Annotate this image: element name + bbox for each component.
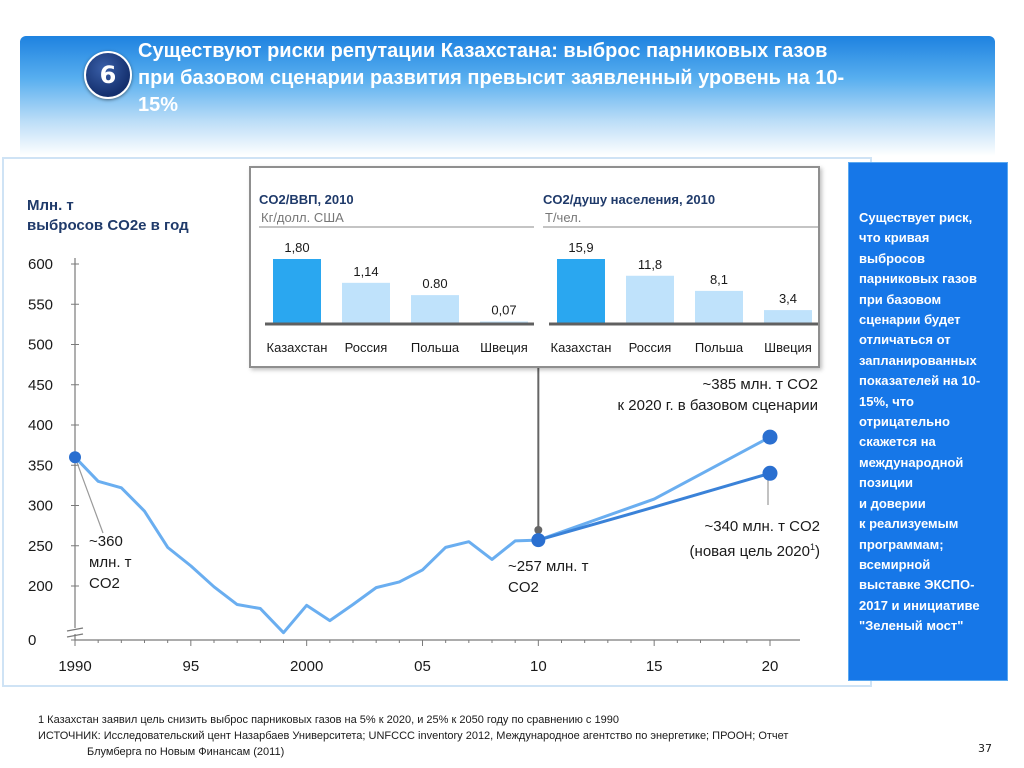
inset-bar-value-1: 1,80 xyxy=(284,240,309,255)
inset-chart-unit-2: Т/чел. xyxy=(545,210,581,225)
y-axis-label-line1: Млн. т xyxy=(27,197,74,214)
point-target-2020 xyxy=(762,465,778,481)
sidebar-text: Существует риск, что кривая выбросов пар… xyxy=(859,210,981,634)
inset-chart-unit-1: Кг/долл. США xyxy=(261,210,344,225)
inset-bar-1 xyxy=(273,259,321,324)
annotation-1990: ~360 млн. т CO2 xyxy=(89,533,132,592)
risk-sidebar: Существует риск, что кривая выбросов пар… xyxy=(848,162,1008,681)
y-tick-label: 300 xyxy=(28,498,53,515)
footnote-source: ИСТОЧНИК: Исследовательский цент Назарба… xyxy=(38,730,789,742)
y-tick-label: 400 xyxy=(28,417,53,434)
slide-title: Существуют риски репутации Казахстана: в… xyxy=(138,40,845,116)
x-tick-label: 20 xyxy=(762,658,779,675)
inset-bar-value-1: 0,07 xyxy=(491,302,516,317)
inset-bar-2 xyxy=(557,259,605,324)
x-tick-label: 10 xyxy=(530,658,547,675)
y-tick-label: 500 xyxy=(28,337,53,354)
point-base-2020 xyxy=(762,429,778,445)
inset-category-label-2: Швеция xyxy=(764,340,812,355)
y-axis-break-mark xyxy=(66,627,84,632)
annotation-target-text: ~340 млн. т CO2 (новая цель 2020 xyxy=(689,518,820,560)
y-axis-break-mark xyxy=(66,633,84,638)
annotation-1990-leader xyxy=(74,456,104,534)
inset-bar-value-2: 3,4 xyxy=(779,291,797,306)
y-axis-label-line2: выбросов CO2е в год xyxy=(27,217,189,234)
annotation-target-end: ) xyxy=(815,543,820,560)
footnote-source-cont: Блумберга по Новым Финансам (2011) xyxy=(87,746,285,758)
inset-connector-dot xyxy=(534,526,543,534)
comparison-bar-charts: CO2/ВВП, 2010 Кг/долл. США 1,80 Казахстан 1,… xyxy=(259,192,818,355)
inset-category-label-2: Польша xyxy=(695,340,744,355)
inset-bar-2 xyxy=(695,290,743,324)
inset-bar-value-1: 0.80 xyxy=(422,276,447,291)
inset-category-label-1: Швеция xyxy=(480,340,528,355)
slide-number-badge: 6 xyxy=(84,51,132,99)
footnote-line1: 1 Казахстан заявил цель снизить выброс п… xyxy=(38,714,619,726)
y-tick-label: 550 xyxy=(28,296,53,313)
y-tick-label: 450 xyxy=(28,377,53,394)
y-tick-label: 200 xyxy=(28,578,53,595)
page-number: 37 xyxy=(978,742,992,755)
x-tick-label: 2000 xyxy=(290,658,323,675)
annotation-target-2020: ~340 млн. т CO2 (новая цель 20201) xyxy=(600,516,820,562)
point-2010 xyxy=(531,533,546,548)
x-tick-label: 95 xyxy=(182,658,199,675)
header-banner xyxy=(20,36,995,156)
x-tick-label: 1990 xyxy=(58,658,91,675)
inset-category-label-2: Россия xyxy=(629,340,672,355)
x-tick-label: 15 xyxy=(646,658,663,675)
inset-bar-value-2: 8,1 xyxy=(710,272,728,287)
inset-bar-2 xyxy=(626,275,674,324)
inset-bar-value-2: 11,8 xyxy=(638,257,662,272)
comparison-inset: CO2/ВВП, 2010 Кг/долл. США 1,80 Казахстан 1,… xyxy=(249,166,820,368)
inset-category-label-1: Россия xyxy=(345,340,388,355)
inset-bar-1 xyxy=(342,282,390,324)
target-scenario-line xyxy=(537,471,771,542)
historical-emissions-line xyxy=(73,456,539,635)
y-tick-label: 250 xyxy=(28,538,53,555)
base-scenario-line xyxy=(537,435,771,542)
annotation-base-2020: ~385 млн. т CO2 к 2020 г. в базовом сцен… xyxy=(617,376,818,414)
inset-bar-value-2: 15,9 xyxy=(568,240,593,255)
inset-category-label-2: Казахстан xyxy=(551,340,612,355)
annotation-target-sup: 1 xyxy=(809,542,815,552)
inset-chart-title-1: CO2/ВВП, 2010 xyxy=(259,192,354,207)
inset-bar-2 xyxy=(764,310,812,324)
inset-category-label-1: Казахстан xyxy=(267,340,328,355)
y-tick-label: 600 xyxy=(28,256,53,273)
inset-bar-1 xyxy=(411,295,459,324)
y-tick-label: 0 xyxy=(28,632,36,649)
inset-bar-value-1: 1,14 xyxy=(353,264,378,279)
inset-category-label-1: Польша xyxy=(411,340,460,355)
annotation-2010: ~257 млн. т CO2 xyxy=(508,558,589,596)
y-axis-label: Млн. т выбросов CO2е в год xyxy=(27,196,189,236)
footnote: 1 Казахстан заявил цель снизить выброс п… xyxy=(38,712,788,760)
point-1990 xyxy=(69,451,81,464)
y-tick-label: 350 xyxy=(28,457,53,474)
inset-chart-title-2: CO2/душу населения, 2010 xyxy=(543,192,715,207)
x-tick-label: 05 xyxy=(414,658,431,675)
